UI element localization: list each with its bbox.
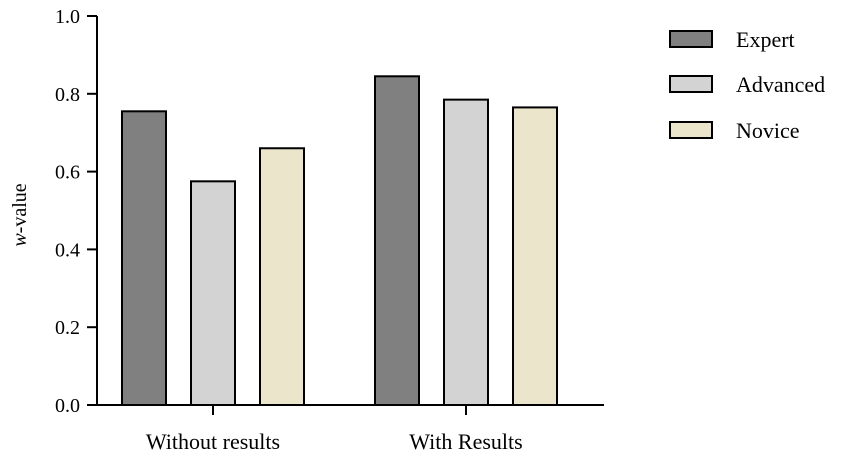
legend-label-advanced: Advanced (736, 72, 825, 97)
bar-advanced-1 (190, 180, 236, 406)
bar-expert-1 (121, 110, 167, 407)
x-axis-ticks: Without results With Results (146, 405, 523, 454)
y-axis-title-italic: w (9, 233, 31, 247)
bar-novice-1 (259, 147, 305, 406)
legend-swatch-expert (669, 30, 713, 48)
x-category-label: Without results (146, 429, 280, 454)
bar-advanced-2 (443, 98, 489, 406)
legend-label-expert: Expert (736, 27, 795, 52)
bars-group (121, 75, 558, 407)
legend-swatch-novice (669, 121, 713, 139)
bar-novice-2 (512, 106, 558, 406)
legend-label-novice: Novice (736, 118, 800, 143)
x-category-label: With Results (409, 429, 522, 454)
y-axis-title: w-value (9, 183, 31, 246)
legend-swatch-advanced (669, 75, 713, 93)
bar-expert-2 (374, 75, 420, 406)
y-tick-label: 0.6 (55, 162, 80, 184)
y-axis-ticks: 0.0 0.2 0.4 0.6 0.8 1.0 (55, 6, 97, 417)
y-axis-title-rest: -value (9, 183, 31, 233)
y-tick-label: 0.8 (55, 84, 80, 106)
y-tick-label: 0.4 (55, 239, 80, 261)
y-tick-label: 1.0 (55, 6, 80, 28)
y-tick-label: 0.0 (55, 395, 80, 417)
y-tick-label: 0.2 (55, 317, 80, 339)
legend: Expert Advanced Novice (669, 27, 825, 143)
